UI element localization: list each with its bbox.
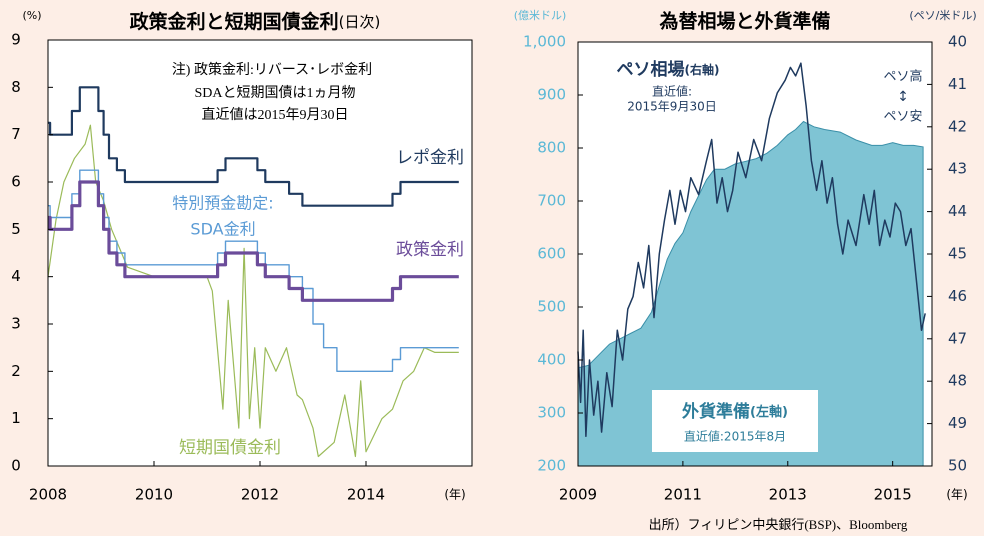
y-tick-label: 3 xyxy=(11,315,21,333)
y-tick-label: 4 xyxy=(11,267,21,285)
y2-tick-label: 47 xyxy=(948,329,967,347)
series-label: レポ金利 xyxy=(396,148,464,168)
y-tick-label: 500 xyxy=(537,298,566,316)
x-tick-label: 2012 xyxy=(241,486,279,504)
y2-tick-label: 49 xyxy=(948,414,967,432)
y-tick-label: 9 xyxy=(11,31,21,49)
x-unit: (年) xyxy=(946,488,967,502)
line xyxy=(48,180,459,302)
note: SDAと短期国債は1ヵ月物 xyxy=(194,85,355,101)
y-tick-label: 0 xyxy=(11,457,21,475)
y-tick-label: 5 xyxy=(11,220,21,238)
line xyxy=(48,169,459,372)
chart-title: 為替相場と外貨準備 xyxy=(659,10,830,33)
x-tick-label: 2008 xyxy=(29,486,67,504)
y2-tick-label: 44 xyxy=(948,202,967,220)
y2-tick-label: 40 xyxy=(948,33,967,51)
label-box xyxy=(652,390,818,452)
series-label: 短期国債金利 xyxy=(179,438,281,458)
x-tick-label: 2009 xyxy=(559,486,597,504)
y2-tick-label: 41 xyxy=(948,75,967,93)
y-tick-label: 8 xyxy=(11,78,21,96)
series-label: 外貨準備(左軸) xyxy=(682,401,788,422)
y-tick-label: 1 xyxy=(11,409,21,427)
y-tick-label: 700 xyxy=(537,192,566,210)
source: 出所）フィリピン中央銀行(BSP)、Bloomberg xyxy=(649,517,908,532)
x-tick-label: 2013 xyxy=(769,486,807,504)
chart-title: 政策金利と短期国債金利(日次) xyxy=(130,10,381,33)
y-tick-label: 600 xyxy=(537,245,566,263)
x-tick-label: 2010 xyxy=(135,486,173,504)
y2-tick-label: 45 xyxy=(948,245,967,263)
y2-unit: (ペソ/米ドル) xyxy=(909,9,976,22)
annotation: ペソ安 xyxy=(883,110,922,125)
x-tick-label: 2015 xyxy=(874,486,912,504)
y-tick-label: 800 xyxy=(537,139,566,157)
line xyxy=(48,86,459,207)
y2-tick-label: 46 xyxy=(948,287,967,305)
x-unit: (年) xyxy=(444,488,465,502)
note: 直近値は2015年9月30日 xyxy=(202,106,349,123)
series-note: 2015年9月30日 xyxy=(627,100,716,114)
y-unit: (億米ドル) xyxy=(514,9,567,22)
x-tick-label: 2011 xyxy=(664,486,702,504)
y2-tick-label: 43 xyxy=(948,160,967,178)
y-tick-label: 1,000 xyxy=(523,33,566,51)
series-label: ペソ相場(右軸) xyxy=(617,59,720,80)
series-label: SDA金利 xyxy=(190,220,255,239)
series-note: 直近値:2015年8月 xyxy=(684,429,786,444)
note: 注) 政策金利:リバース･レボ金利 xyxy=(172,61,372,78)
y-tick-label: 400 xyxy=(537,351,566,369)
y2-tick-label: 42 xyxy=(948,117,967,135)
line xyxy=(577,62,926,438)
series-note: 直近値: xyxy=(652,84,692,99)
area xyxy=(577,120,924,467)
y-tick-label: 900 xyxy=(537,86,566,104)
x-tick-label: 2014 xyxy=(347,486,385,504)
y-tick-label: 300 xyxy=(537,404,566,422)
annotation: ペソ高 xyxy=(883,69,922,85)
y2-tick-label: 50 xyxy=(948,457,967,475)
y-tick-label: 2 xyxy=(11,362,21,380)
y-tick-label: 200 xyxy=(537,457,566,475)
series-label: 政策金利 xyxy=(396,240,464,260)
y-unit: (%) xyxy=(22,9,41,22)
y-tick-label: 6 xyxy=(11,173,21,191)
y2-tick-label: 48 xyxy=(948,372,967,390)
series-label: 特別預金勘定: xyxy=(172,194,273,213)
y-tick-label: 7 xyxy=(11,125,21,143)
annotation: ↕ xyxy=(897,89,909,105)
